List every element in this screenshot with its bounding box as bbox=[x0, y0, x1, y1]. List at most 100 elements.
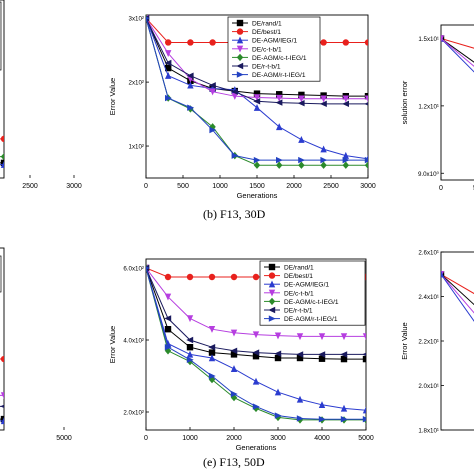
x-tick-label: 3000 bbox=[360, 183, 376, 190]
data-point bbox=[362, 352, 366, 357]
y-axis-title: Error Value bbox=[108, 326, 117, 363]
data-point bbox=[253, 156, 261, 164]
data-point bbox=[296, 351, 304, 358]
data-point bbox=[274, 388, 282, 396]
legend-label: DE/c-t-b/1 bbox=[284, 290, 314, 297]
data-point bbox=[0, 135, 4, 143]
x-tick-label: 2500 bbox=[323, 183, 339, 190]
x-axis-title: Generations bbox=[236, 443, 277, 452]
data-point bbox=[164, 344, 172, 351]
data-point bbox=[252, 331, 260, 339]
legend-marker bbox=[268, 315, 276, 322]
legend: DE/rand/1DE/best/1 DE-AGM/IEG/1DE/c-t-b/1… bbox=[259, 260, 366, 326]
data-point bbox=[252, 403, 260, 410]
data-point bbox=[209, 39, 216, 46]
legend-label: DE/rand/1 bbox=[252, 21, 282, 28]
series-line bbox=[441, 38, 474, 63]
series-line bbox=[441, 38, 474, 67]
data-point bbox=[274, 350, 282, 357]
chart-panel-5: 0 1000 2000 3000 4000 5000 2.0x10² 4.0x10² 6.0x1… bbox=[108, 258, 374, 452]
data-point bbox=[275, 99, 283, 106]
data-point bbox=[186, 357, 194, 366]
y-tick-label: 2x10² bbox=[129, 80, 144, 87]
chart-panel-2: 0 500 1000 1500 2000 2500 3000 1x10² 2x10² 3x10² G… bbox=[108, 14, 376, 200]
data-point bbox=[186, 72, 194, 79]
data-point bbox=[340, 351, 348, 358]
x-tick-label: 2500 bbox=[22, 183, 38, 190]
data-point bbox=[340, 416, 348, 423]
data-point bbox=[0, 160, 4, 168]
data-point bbox=[209, 126, 217, 134]
legend-marker bbox=[236, 45, 244, 53]
data-point bbox=[253, 103, 261, 111]
legend-marker bbox=[236, 53, 244, 62]
legend: DE/rand/1DE/best/1 DE-AGM/IEG/1DE/c-t-b/1… bbox=[227, 16, 321, 82]
data-point bbox=[296, 333, 304, 341]
data-point bbox=[318, 416, 326, 423]
y-tick-label: 1x10² bbox=[129, 144, 144, 151]
data-point bbox=[318, 333, 326, 341]
x-tick-label: 1000 bbox=[182, 435, 198, 442]
series-group bbox=[0, 135, 4, 168]
data-point bbox=[441, 270, 445, 278]
data-point bbox=[362, 416, 366, 423]
plot-frame bbox=[440, 24, 474, 181]
data-point bbox=[296, 354, 304, 362]
chart-panel-6: 1.8x10¹ 2.0x10¹ 2.2x10¹ 2.4x10¹ 2.6x10¹ Error… bbox=[400, 250, 474, 435]
data-point bbox=[318, 351, 326, 358]
data-point bbox=[276, 156, 283, 164]
data-point bbox=[230, 365, 238, 372]
data-point bbox=[0, 159, 4, 167]
data-point bbox=[298, 156, 306, 164]
series-group bbox=[0, 355, 4, 425]
data-point bbox=[252, 349, 260, 356]
data-point bbox=[230, 273, 238, 281]
plot-frame bbox=[145, 258, 367, 431]
data-point bbox=[165, 64, 172, 72]
data-point bbox=[164, 59, 172, 67]
data-point bbox=[187, 39, 194, 46]
data-point bbox=[230, 390, 238, 398]
data-point bbox=[164, 315, 172, 322]
series-group bbox=[146, 264, 366, 424]
data-point bbox=[298, 95, 305, 103]
data-point bbox=[276, 123, 283, 131]
data-point bbox=[253, 94, 261, 102]
data-point bbox=[252, 273, 260, 281]
data-point bbox=[318, 355, 326, 362]
data-point bbox=[209, 88, 216, 96]
x-tick-label: 1500 bbox=[249, 183, 265, 190]
data-point bbox=[208, 372, 216, 380]
legend-marker bbox=[268, 263, 276, 271]
y-tick-label: 1.2x10¹ bbox=[418, 103, 439, 110]
data-point bbox=[208, 82, 216, 89]
data-point bbox=[364, 156, 368, 164]
data-point bbox=[274, 412, 282, 419]
data-point bbox=[364, 95, 368, 103]
legend-marker bbox=[268, 306, 276, 314]
y-tick-label: 9.0x10⁰ bbox=[418, 171, 440, 178]
data-point bbox=[0, 152, 4, 161]
data-point bbox=[186, 344, 194, 351]
data-point bbox=[362, 406, 366, 414]
legend-label: DE/r-t-b/1 bbox=[284, 308, 313, 315]
legend-marker bbox=[236, 19, 244, 27]
x-tick-label: 0 bbox=[439, 185, 443, 192]
legend-marker bbox=[236, 71, 244, 78]
data-point bbox=[342, 151, 349, 159]
series-line bbox=[441, 273, 474, 322]
data-point bbox=[230, 347, 238, 354]
data-point bbox=[320, 156, 328, 164]
data-point bbox=[230, 329, 238, 337]
data-point bbox=[342, 100, 349, 108]
y-tick-label: 4.0x10² bbox=[123, 338, 144, 345]
series-line bbox=[441, 273, 474, 314]
x-tick-label: 5000 bbox=[56, 435, 72, 442]
data-point bbox=[342, 161, 349, 169]
data-point bbox=[208, 354, 216, 362]
data-point bbox=[441, 35, 445, 43]
data-point bbox=[208, 326, 216, 333]
series-line bbox=[441, 273, 474, 295]
